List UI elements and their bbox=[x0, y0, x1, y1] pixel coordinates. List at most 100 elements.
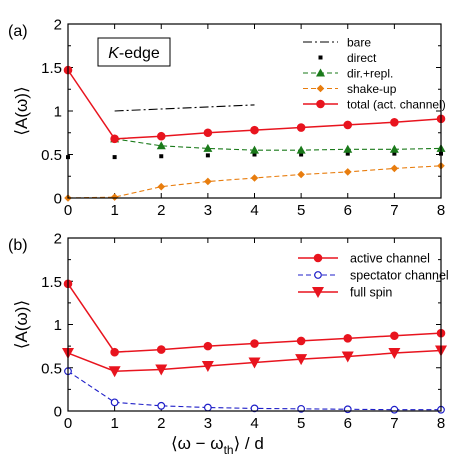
data-point bbox=[248, 357, 261, 369]
data-point bbox=[341, 351, 354, 363]
data-point bbox=[296, 123, 306, 132]
legend-marker bbox=[312, 287, 324, 298]
x-tick-label: 2 bbox=[157, 415, 165, 432]
x-tick-label: 6 bbox=[344, 202, 352, 219]
data-point bbox=[112, 155, 117, 160]
data-point bbox=[250, 339, 259, 348]
series-line bbox=[67, 370, 441, 411]
data-point bbox=[390, 405, 399, 414]
legend-marker bbox=[316, 99, 325, 109]
x-tick-label: 1 bbox=[110, 202, 118, 219]
y-axis-label: ⟨A(ω)⟩ bbox=[12, 300, 31, 349]
legend-label: spectator channel bbox=[350, 269, 449, 283]
annotation-rest: -edge bbox=[119, 45, 160, 62]
x-axis-label-main: ⟨ω − ω bbox=[171, 434, 224, 453]
legend-label: total (act. channel) bbox=[347, 98, 446, 112]
x-tick-label: 6 bbox=[344, 415, 352, 432]
legend-marker bbox=[316, 68, 325, 77]
legend-marker bbox=[313, 253, 323, 263]
legend-marker bbox=[314, 271, 322, 279]
data-point bbox=[390, 164, 399, 173]
y-tick-label: 1.5 bbox=[41, 274, 62, 291]
x-tick-label: 0 bbox=[64, 202, 72, 219]
x-axis-label-sub: th bbox=[224, 443, 234, 457]
series-total-act-channel- bbox=[63, 65, 446, 144]
data-point bbox=[157, 182, 166, 191]
series-line bbox=[114, 138, 442, 151]
data-point bbox=[299, 152, 304, 157]
data-point bbox=[205, 153, 210, 158]
annotation-italic-k: K bbox=[108, 45, 120, 62]
data-point bbox=[345, 151, 350, 156]
x-tick-label: 5 bbox=[297, 202, 305, 219]
data-point bbox=[155, 364, 168, 376]
data-point bbox=[390, 118, 399, 127]
data-point bbox=[201, 361, 214, 373]
data-point bbox=[250, 125, 259, 135]
data-point bbox=[204, 177, 212, 186]
data-point bbox=[343, 334, 353, 343]
x-tick-label: 4 bbox=[250, 415, 258, 432]
data-point bbox=[156, 345, 166, 354]
data-point bbox=[159, 154, 164, 159]
y-tick-label: 1 bbox=[54, 104, 62, 121]
x-tick-label: 3 bbox=[204, 202, 212, 219]
x-tick-label: 4 bbox=[250, 202, 258, 219]
data-point bbox=[108, 366, 121, 378]
annotation-box bbox=[97, 37, 171, 67]
data-point bbox=[110, 134, 119, 144]
legend-label: shake-up bbox=[347, 82, 397, 96]
x-tick-label: 2 bbox=[157, 202, 165, 219]
annotation-label: K-edge bbox=[108, 45, 160, 62]
x-tick-label: 3 bbox=[204, 415, 212, 432]
legend-label: dir.+repl. bbox=[347, 67, 393, 81]
legend-label: active channel bbox=[350, 252, 430, 266]
data-point bbox=[203, 341, 213, 351]
y-tick-label: 0 bbox=[54, 191, 62, 208]
legend-label: bare bbox=[347, 36, 371, 50]
y-tick-label: 2 bbox=[54, 17, 62, 34]
plot-frame bbox=[67, 237, 442, 412]
data-point bbox=[110, 347, 119, 357]
plot-frame bbox=[67, 23, 442, 199]
data-point bbox=[156, 141, 166, 150]
data-point bbox=[203, 143, 213, 152]
x-tick-label: 7 bbox=[390, 202, 398, 219]
y-tick-label: 0.5 bbox=[41, 360, 62, 377]
panel-b: 0 1 2 3 4 5 6 7 8 0 0.5 1 1.5 2 active channel spectato… bbox=[8, 231, 449, 458]
y-tick-label: 0.5 bbox=[41, 147, 62, 164]
data-point bbox=[203, 128, 213, 138]
series-spectator-channel bbox=[64, 367, 445, 414]
y-tick-label: 0 bbox=[54, 404, 62, 421]
x-tick-label: 5 bbox=[297, 415, 305, 432]
x-tick-label: 0 bbox=[64, 415, 72, 432]
legend-marker bbox=[316, 84, 325, 93]
data-point bbox=[252, 152, 257, 157]
panel-label: (b) bbox=[8, 237, 28, 254]
series-full-spin bbox=[62, 345, 447, 378]
data-point bbox=[157, 401, 166, 410]
x-tick-label: 8 bbox=[437, 415, 445, 432]
legend-marker bbox=[318, 55, 323, 60]
series-line bbox=[114, 104, 255, 112]
data-point bbox=[296, 336, 306, 346]
y-tick-label: 1 bbox=[54, 317, 62, 334]
legend-label: direct bbox=[347, 51, 377, 65]
x-tick-label: 1 bbox=[110, 415, 118, 432]
data-point bbox=[297, 170, 305, 179]
x-axis-label: ⟨ω − ωth⟩ / d bbox=[171, 434, 264, 457]
x-axis-label-tail: ⟩ / d bbox=[234, 434, 264, 453]
data-point bbox=[296, 145, 306, 154]
data-point bbox=[203, 403, 212, 412]
legend-label: full spin bbox=[350, 286, 392, 300]
panel-label: (a) bbox=[8, 23, 28, 40]
x-tick-label: 8 bbox=[437, 202, 445, 219]
y-tick-label: 2 bbox=[54, 231, 62, 248]
data-point bbox=[295, 354, 308, 366]
data-point bbox=[390, 331, 399, 341]
data-point bbox=[343, 168, 352, 176]
y-tick-label: 1.5 bbox=[41, 60, 62, 77]
data-point bbox=[110, 193, 119, 201]
y-axis-label: ⟨A(ω)⟩ bbox=[12, 86, 31, 135]
